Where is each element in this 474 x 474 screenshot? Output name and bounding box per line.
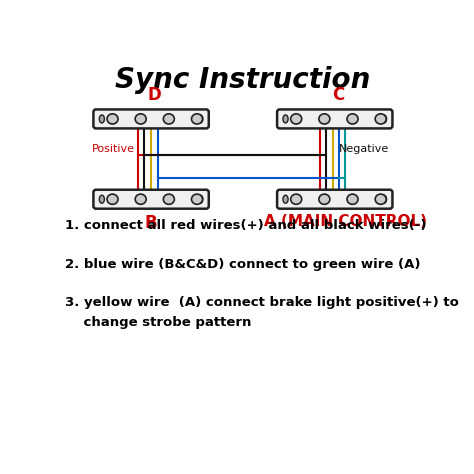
Text: D: D [148,86,162,104]
Text: Negative: Negative [339,144,390,154]
Ellipse shape [107,114,118,124]
Ellipse shape [283,195,288,203]
Text: 1. connect all red wires(+) and all black wires(-): 1. connect all red wires(+) and all blac… [65,219,426,232]
FancyBboxPatch shape [277,190,392,209]
Ellipse shape [198,195,203,203]
Ellipse shape [164,114,174,124]
Text: C: C [332,86,345,104]
Text: change strobe pattern: change strobe pattern [65,316,251,329]
Text: 3. yellow wire  (A) connect brake light positive(+) to: 3. yellow wire (A) connect brake light p… [65,296,459,309]
Ellipse shape [99,115,104,123]
FancyBboxPatch shape [277,109,392,128]
Ellipse shape [191,114,202,124]
Ellipse shape [347,194,358,204]
FancyBboxPatch shape [93,109,209,128]
Ellipse shape [291,194,301,204]
Ellipse shape [291,114,301,124]
Ellipse shape [164,194,174,204]
Ellipse shape [347,114,358,124]
Ellipse shape [99,195,104,203]
Ellipse shape [135,114,146,124]
Ellipse shape [375,114,386,124]
Ellipse shape [191,194,202,204]
Text: A (MAIN CONTROL): A (MAIN CONTROL) [264,214,427,229]
Text: B: B [145,214,157,232]
Ellipse shape [382,195,387,203]
Ellipse shape [107,194,118,204]
Ellipse shape [319,114,330,124]
Ellipse shape [283,115,288,123]
Ellipse shape [375,194,386,204]
Ellipse shape [198,115,203,123]
Ellipse shape [382,115,387,123]
Text: Sync Instruction: Sync Instruction [115,66,371,94]
Text: Positive: Positive [91,144,135,154]
Ellipse shape [319,194,330,204]
Text: 2. blue wire (B&C&D) connect to green wire (A): 2. blue wire (B&C&D) connect to green wi… [65,258,420,271]
FancyBboxPatch shape [93,190,209,209]
Ellipse shape [135,194,146,204]
